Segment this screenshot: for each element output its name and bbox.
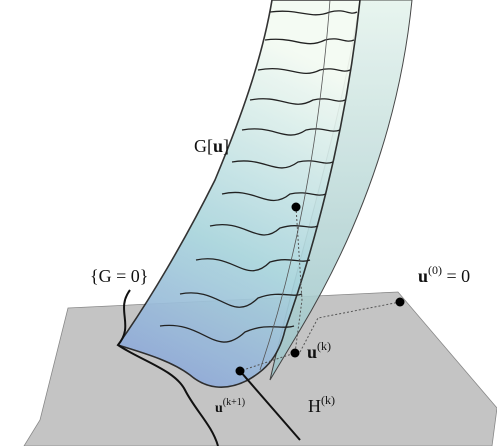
- zero-set-label: {G = 0}: [90, 266, 148, 286]
- diagram: G[u] {G = 0} u(0) = 0 u(k) u(k+1) H(k): [0, 0, 497, 446]
- initial-label: u(0) = 0: [418, 263, 470, 286]
- surface-label: G[u]: [194, 136, 229, 156]
- point: [292, 203, 301, 212]
- point: [236, 367, 245, 376]
- point: [396, 298, 405, 307]
- point: [291, 349, 300, 358]
